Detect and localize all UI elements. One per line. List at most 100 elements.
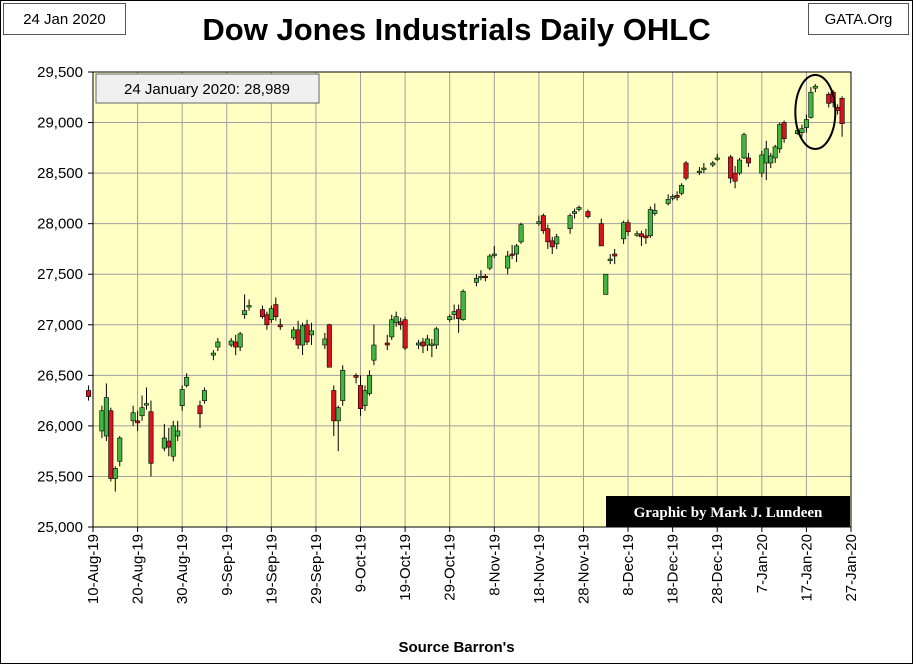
candle-body xyxy=(166,440,172,448)
candle xyxy=(184,373,190,388)
candle-body xyxy=(643,235,649,239)
candle xyxy=(572,208,578,219)
candle-body xyxy=(322,338,328,346)
candle xyxy=(728,154,734,184)
candle-body xyxy=(812,85,818,89)
candle-body xyxy=(634,233,640,236)
candle-body xyxy=(135,420,141,424)
y-tick-label: 27,500 xyxy=(37,266,83,283)
candle-body xyxy=(741,134,747,159)
candle xyxy=(135,410,141,431)
candle xyxy=(237,331,243,352)
x-tick-label: 27-Jan-20 xyxy=(843,534,860,602)
candle-body xyxy=(540,215,546,232)
x-tick-label: 20-Aug-19 xyxy=(130,534,147,604)
candle xyxy=(714,153,720,161)
candle xyxy=(607,254,613,265)
y-tick-label: 26,000 xyxy=(37,418,83,435)
plot-area xyxy=(92,71,852,528)
candle xyxy=(554,233,560,249)
candle-body xyxy=(268,308,274,321)
y-tick-label: 29,500 xyxy=(37,64,83,81)
candle xyxy=(545,224,551,249)
candle-body xyxy=(108,410,114,479)
candle-body xyxy=(763,148,769,164)
candle-body xyxy=(536,221,542,224)
candle-body xyxy=(509,253,515,256)
highlight-circle xyxy=(794,74,837,150)
x-tick-label: 9-Sep-19 xyxy=(219,534,236,596)
candle-body xyxy=(366,375,372,394)
candle xyxy=(108,407,114,482)
candle-body xyxy=(839,97,845,124)
candle-body xyxy=(304,324,310,343)
candle-body xyxy=(447,316,453,321)
candle xyxy=(491,245,497,259)
chart-title: Dow Jones Industrials Daily OHLC xyxy=(202,12,711,47)
candle-body xyxy=(433,328,439,346)
candle-body xyxy=(674,195,680,198)
candle-body xyxy=(161,437,167,449)
candle xyxy=(768,152,774,169)
plot-border xyxy=(92,71,852,528)
candle-body xyxy=(415,342,421,346)
candle xyxy=(603,273,609,295)
candle-body xyxy=(482,275,488,279)
candle-body xyxy=(728,156,734,179)
candle xyxy=(424,334,430,352)
candle xyxy=(340,365,346,406)
y-tick-label: 25,500 xyxy=(37,468,83,485)
candle-body xyxy=(607,258,613,261)
site-label: GATA.Org xyxy=(808,3,909,35)
candle xyxy=(683,160,689,181)
x-tick-label: 10-Aug-19 xyxy=(85,534,102,604)
candle-body xyxy=(683,162,689,179)
candle xyxy=(772,144,778,163)
candle-body xyxy=(799,128,805,133)
candle xyxy=(215,337,221,352)
candle xyxy=(518,222,524,244)
candle-body xyxy=(197,405,203,415)
candle xyxy=(371,324,377,366)
candle-body xyxy=(358,385,364,410)
candle-body xyxy=(175,430,181,437)
candle xyxy=(259,305,265,319)
candle-body xyxy=(545,228,551,243)
candle xyxy=(353,373,359,384)
candle-body xyxy=(714,157,720,160)
candle xyxy=(201,387,207,404)
x-tick-label: 19-Oct-19 xyxy=(397,534,414,601)
y-tick-label: 26,500 xyxy=(37,367,83,384)
candle-body xyxy=(621,222,627,240)
candle xyxy=(433,326,439,350)
candle-body xyxy=(86,390,92,397)
y-tick-label: 28,000 xyxy=(37,216,83,233)
candle xyxy=(86,385,92,401)
candle-body xyxy=(647,209,653,237)
candle-body xyxy=(737,159,743,174)
candle-body xyxy=(170,425,176,457)
x-tick-label: 9-Oct-19 xyxy=(353,534,370,592)
candle-body xyxy=(603,273,609,295)
candle xyxy=(393,311,399,327)
candlestick-series xyxy=(86,84,845,492)
candle-body xyxy=(117,437,123,462)
candle-body xyxy=(308,330,314,336)
y-tick-label: 28,500 xyxy=(37,165,83,182)
candle-body xyxy=(826,93,832,104)
candle-body xyxy=(478,275,484,279)
candle xyxy=(175,420,181,442)
candle-body xyxy=(491,253,497,256)
candle xyxy=(839,96,845,137)
candle xyxy=(505,250,511,275)
candle xyxy=(737,157,743,176)
candle-body xyxy=(139,407,145,417)
candle xyxy=(130,405,136,426)
candle-body xyxy=(335,407,341,422)
candle-body xyxy=(398,321,404,326)
candle-body xyxy=(567,215,573,230)
candle xyxy=(144,387,150,410)
x-tick-label: 17-Jan-20 xyxy=(798,534,815,602)
candle xyxy=(366,370,372,396)
x-tick-label: 19-Sep-19 xyxy=(263,534,280,604)
